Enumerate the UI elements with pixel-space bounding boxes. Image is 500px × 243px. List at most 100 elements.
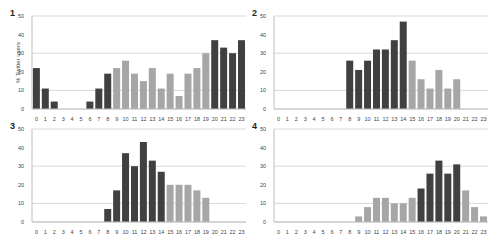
svg-text:0: 0 bbox=[35, 116, 38, 121]
svg-text:40: 40 bbox=[18, 145, 24, 151]
svg-text:13: 13 bbox=[391, 229, 397, 234]
svg-text:2: 2 bbox=[53, 229, 56, 234]
svg-text:21: 21 bbox=[221, 116, 227, 121]
svg-text:16: 16 bbox=[418, 116, 424, 121]
svg-text:40: 40 bbox=[260, 32, 266, 38]
svg-text:50: 50 bbox=[18, 13, 24, 19]
svg-text:18: 18 bbox=[194, 229, 200, 234]
svg-text:6: 6 bbox=[330, 116, 333, 121]
svg-text:30: 30 bbox=[260, 50, 266, 56]
svg-text:14: 14 bbox=[158, 116, 164, 121]
svg-text:7: 7 bbox=[339, 229, 342, 234]
svg-text:20: 20 bbox=[260, 69, 266, 75]
svg-text:3: 3 bbox=[304, 229, 307, 234]
svg-text:17: 17 bbox=[427, 116, 433, 121]
svg-text:50: 50 bbox=[18, 126, 24, 132]
svg-text:2: 2 bbox=[295, 229, 298, 234]
svg-text:20: 20 bbox=[260, 182, 266, 188]
svg-text:3: 3 bbox=[62, 229, 65, 234]
svg-text:11: 11 bbox=[132, 116, 138, 121]
svg-text:6: 6 bbox=[330, 229, 333, 234]
svg-text:10: 10 bbox=[260, 87, 266, 93]
svg-text:15: 15 bbox=[167, 229, 173, 234]
svg-text:50: 50 bbox=[260, 126, 266, 132]
svg-text:11: 11 bbox=[374, 116, 380, 121]
svg-text:50: 50 bbox=[260, 13, 266, 19]
svg-text:20: 20 bbox=[212, 116, 218, 121]
svg-text:15: 15 bbox=[409, 229, 415, 234]
svg-text:4: 4 bbox=[71, 229, 74, 234]
svg-text:21: 21 bbox=[221, 229, 227, 234]
svg-text:19: 19 bbox=[445, 229, 451, 234]
svg-text:7: 7 bbox=[97, 229, 100, 234]
svg-text:8: 8 bbox=[106, 229, 109, 234]
svg-text:5: 5 bbox=[80, 116, 83, 121]
svg-text:9: 9 bbox=[115, 229, 118, 234]
svg-text:21: 21 bbox=[463, 229, 469, 234]
svg-text:17: 17 bbox=[185, 116, 191, 121]
svg-text:22: 22 bbox=[230, 229, 236, 234]
svg-text:6: 6 bbox=[88, 116, 91, 121]
svg-text:14: 14 bbox=[400, 116, 406, 121]
svg-text:8: 8 bbox=[106, 116, 109, 121]
svg-text:9: 9 bbox=[115, 116, 118, 121]
svg-text:23: 23 bbox=[480, 229, 486, 234]
svg-text:12: 12 bbox=[140, 229, 146, 234]
svg-text:20: 20 bbox=[212, 229, 218, 234]
svg-text:13: 13 bbox=[149, 116, 155, 121]
svg-text:16: 16 bbox=[418, 229, 424, 234]
svg-text:12: 12 bbox=[382, 229, 388, 234]
svg-text:1: 1 bbox=[44, 116, 47, 121]
svg-text:17: 17 bbox=[185, 229, 191, 234]
svg-text:8: 8 bbox=[348, 116, 351, 121]
svg-text:23: 23 bbox=[238, 116, 244, 121]
svg-text:% Twitter users: % Twitter users bbox=[15, 42, 21, 83]
svg-text:4: 4 bbox=[313, 116, 316, 121]
svg-text:10: 10 bbox=[260, 200, 266, 206]
svg-text:8: 8 bbox=[348, 229, 351, 234]
svg-text:20: 20 bbox=[454, 116, 460, 121]
svg-text:17: 17 bbox=[427, 229, 433, 234]
svg-text:12: 12 bbox=[382, 116, 388, 121]
svg-text:16: 16 bbox=[176, 229, 182, 234]
svg-text:11: 11 bbox=[374, 229, 380, 234]
svg-text:9: 9 bbox=[357, 229, 360, 234]
svg-text:12: 12 bbox=[140, 116, 146, 121]
svg-text:30: 30 bbox=[260, 163, 266, 169]
svg-text:20: 20 bbox=[18, 182, 24, 188]
svg-text:21: 21 bbox=[463, 116, 469, 121]
svg-text:0: 0 bbox=[263, 219, 266, 225]
svg-text:4: 4 bbox=[313, 229, 316, 234]
svg-text:0: 0 bbox=[277, 116, 280, 121]
svg-text:10: 10 bbox=[123, 229, 129, 234]
svg-text:10: 10 bbox=[365, 229, 371, 234]
svg-text:23: 23 bbox=[480, 116, 486, 121]
svg-text:19: 19 bbox=[203, 229, 209, 234]
svg-text:22: 22 bbox=[472, 116, 478, 121]
svg-text:0: 0 bbox=[263, 106, 266, 112]
svg-text:18: 18 bbox=[194, 116, 200, 121]
svg-text:0: 0 bbox=[277, 229, 280, 234]
svg-text:13: 13 bbox=[391, 116, 397, 121]
svg-text:5: 5 bbox=[322, 229, 325, 234]
svg-text:23: 23 bbox=[238, 229, 244, 234]
svg-text:15: 15 bbox=[409, 116, 415, 121]
svg-text:9: 9 bbox=[357, 116, 360, 121]
svg-text:7: 7 bbox=[97, 116, 100, 121]
svg-text:3: 3 bbox=[62, 116, 65, 121]
svg-text:19: 19 bbox=[203, 116, 209, 121]
svg-text:1: 1 bbox=[286, 116, 289, 121]
svg-text:7: 7 bbox=[339, 116, 342, 121]
svg-text:16: 16 bbox=[176, 116, 182, 121]
svg-text:5: 5 bbox=[322, 116, 325, 121]
svg-text:40: 40 bbox=[260, 145, 266, 151]
svg-text:1: 1 bbox=[286, 229, 289, 234]
svg-text:0: 0 bbox=[21, 219, 24, 225]
svg-text:40: 40 bbox=[18, 32, 24, 38]
svg-text:19: 19 bbox=[445, 116, 451, 121]
svg-text:6: 6 bbox=[88, 229, 91, 234]
svg-text:0: 0 bbox=[21, 106, 24, 112]
svg-text:1: 1 bbox=[44, 229, 47, 234]
svg-text:22: 22 bbox=[230, 116, 236, 121]
svg-text:20: 20 bbox=[454, 229, 460, 234]
